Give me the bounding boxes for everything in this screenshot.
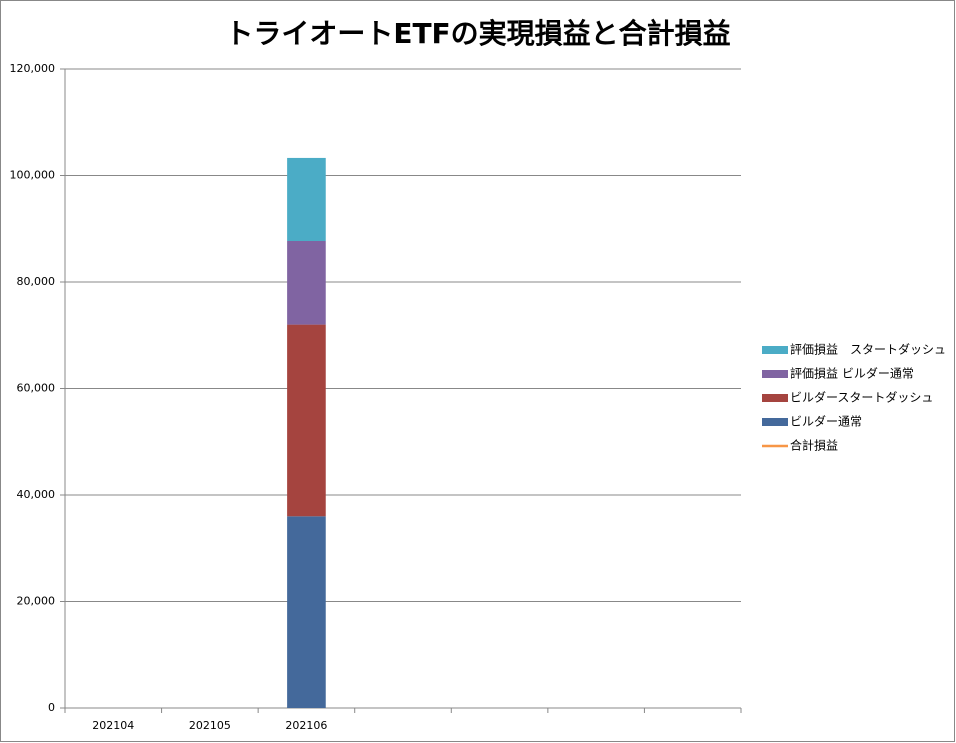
y-tick-label: 40,000 bbox=[17, 488, 56, 501]
y-tick-label: 80,000 bbox=[17, 275, 56, 288]
y-tick-label: 120,000 bbox=[10, 62, 56, 75]
bar-segment bbox=[287, 324, 326, 517]
bar-segment bbox=[287, 516, 326, 708]
x-tick-label: 202104 bbox=[92, 719, 134, 732]
legend-label: 評価損益 スタートダッシュ bbox=[790, 342, 946, 357]
y-tick-label: 100,000 bbox=[10, 169, 56, 182]
y-tick-label: 0 bbox=[48, 701, 55, 714]
legend-swatch bbox=[762, 394, 788, 402]
legend-swatch bbox=[762, 370, 788, 378]
legend-label: 合計損益 bbox=[790, 438, 838, 453]
chart-title: トライオートETFの実現損益と合計損益 bbox=[225, 17, 730, 50]
legend-label: ビルダースタートダッシュ bbox=[790, 390, 933, 405]
y-tick-label: 60,000 bbox=[17, 382, 56, 395]
x-tick-label: 202106 bbox=[285, 719, 327, 732]
legend-label: 評価損益 ビルダー通常 bbox=[790, 366, 914, 381]
x-tick-label: 202105 bbox=[189, 719, 231, 732]
bar-segment bbox=[287, 157, 326, 241]
legend-swatch bbox=[762, 346, 788, 354]
y-tick-label: 20,000 bbox=[17, 595, 56, 608]
legend-swatch bbox=[762, 418, 788, 426]
legend-label: ビルダー通常 bbox=[790, 414, 862, 429]
bar-segment bbox=[287, 240, 326, 325]
